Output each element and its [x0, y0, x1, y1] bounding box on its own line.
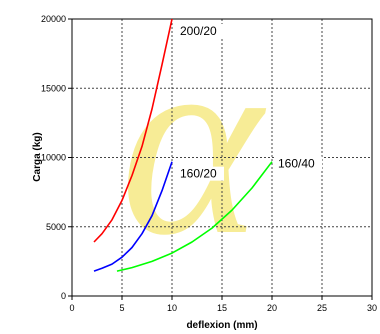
series-label-bg: [178, 166, 224, 181]
x-tick-label: 30: [367, 303, 377, 313]
x-tick-label: 25: [317, 303, 327, 313]
x-axis: 0 5 10 15 20 25 30: [69, 296, 377, 313]
x-tick-label: 0: [69, 303, 74, 313]
y-tick-label: 20000: [41, 14, 66, 24]
y-tick-label: 15000: [41, 83, 66, 93]
series-line-200-20: [93, 18, 173, 243]
series-labels: 200/20 160/20 160/40: [178, 24, 322, 181]
series-label-160-40: 160/40: [278, 157, 315, 171]
y-tick-label: 0: [61, 291, 66, 301]
series-label-160-20: 160/20: [180, 167, 217, 181]
x-tick-label: 5: [119, 303, 124, 313]
x-axis-label: deflexion (mm): [186, 320, 257, 331]
series-line-160-40: [116, 161, 273, 272]
series-label-bg: [178, 24, 224, 38]
series-group: [93, 18, 273, 272]
y-tick-label: 10000: [41, 153, 66, 163]
y-axis-label: Carga (kg): [32, 132, 43, 181]
y-tick-label: 5000: [46, 222, 66, 232]
x-tick-label: 15: [217, 303, 227, 313]
x-tick-label: 10: [167, 303, 177, 313]
x-tick-label: 20: [267, 303, 277, 313]
series-label-200-20: 200/20: [180, 24, 217, 38]
alpha-watermark: α: [120, 0, 268, 291]
y-axis: 0 5000 10000 15000 20000: [41, 14, 72, 301]
series-line-160-20: [93, 161, 173, 272]
series-label-bg: [276, 156, 322, 171]
